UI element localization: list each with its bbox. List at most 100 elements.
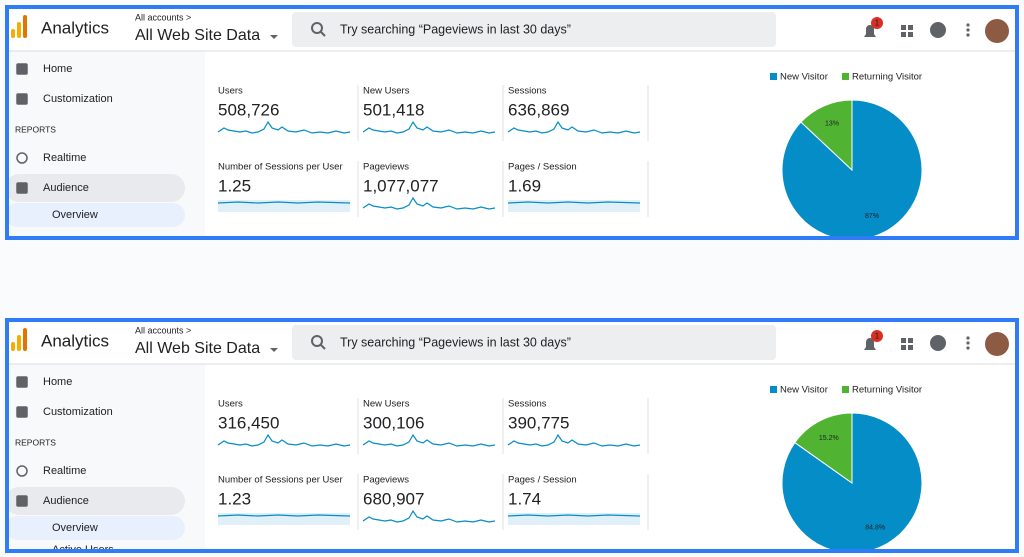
search-icon bbox=[320, 344, 326, 350]
apps-icon[interactable] bbox=[901, 25, 906, 30]
help-icon[interactable] bbox=[930, 22, 946, 38]
bell-icon[interactable] bbox=[864, 25, 876, 37]
logo-bar bbox=[23, 328, 27, 351]
nav-item[interactable]: Audience bbox=[43, 182, 89, 194]
metric-label: Users bbox=[218, 399, 243, 410]
search-placeholder: Try searching “Pageviews in last 30 days… bbox=[340, 22, 571, 36]
apps-icon[interactable] bbox=[908, 32, 913, 37]
breadcrumb[interactable]: All accounts > bbox=[135, 325, 191, 335]
notification-badge bbox=[871, 330, 883, 342]
legend-label: New Visitor bbox=[780, 72, 828, 83]
nav-item[interactable]: Customization bbox=[43, 93, 113, 105]
more-icon[interactable] bbox=[966, 28, 970, 32]
property-name[interactable]: All Web Site Data bbox=[135, 340, 260, 357]
property-name[interactable]: All Web Site Data bbox=[135, 27, 260, 44]
avatar[interactable] bbox=[985, 19, 1009, 43]
nav-icon bbox=[16, 93, 28, 105]
pie-label: 84.8% bbox=[865, 525, 885, 532]
nav-item[interactable]: Overview bbox=[52, 209, 98, 221]
more-icon[interactable] bbox=[966, 33, 970, 37]
metric-label: Pages / Session bbox=[508, 475, 577, 486]
search-box[interactable] bbox=[292, 325, 776, 360]
nav-icon bbox=[16, 406, 28, 418]
sparkline bbox=[507, 120, 641, 134]
metric-label: New Users bbox=[363, 86, 410, 97]
pie-label: 15.2% bbox=[819, 435, 839, 442]
nav-section: REPORTS bbox=[15, 124, 56, 134]
logo-bar bbox=[11, 342, 15, 351]
nav-item[interactable]: Home bbox=[43, 63, 72, 75]
logo-bar bbox=[17, 22, 21, 38]
sparkline bbox=[217, 201, 351, 204]
metric-value: 501,418 bbox=[363, 100, 424, 119]
apps-icon[interactable] bbox=[901, 345, 906, 350]
sparkline bbox=[217, 514, 351, 517]
metric-value: 1.23 bbox=[218, 489, 251, 508]
apps-icon[interactable] bbox=[901, 338, 906, 343]
nav-item[interactable]: Realtime bbox=[43, 465, 86, 477]
nav-item[interactable]: Home bbox=[43, 376, 72, 388]
metric-label: Sessions bbox=[508, 86, 547, 97]
sparkline bbox=[362, 509, 496, 523]
nav-item[interactable]: Audience bbox=[43, 495, 89, 507]
apps-icon[interactable] bbox=[908, 25, 913, 30]
nav-icon bbox=[16, 465, 28, 477]
metric-value: 316,450 bbox=[218, 413, 279, 432]
search-placeholder: Try searching “Pageviews in last 30 days… bbox=[340, 335, 571, 349]
notification-count: 1 bbox=[875, 332, 880, 341]
metric-label: New Users bbox=[363, 399, 410, 410]
more-icon[interactable] bbox=[966, 336, 970, 340]
legend-swatch bbox=[770, 73, 777, 80]
metric-label: Pageviews bbox=[363, 475, 409, 486]
metric-label: Pages / Session bbox=[508, 162, 577, 173]
search-icon bbox=[320, 31, 326, 37]
more-icon[interactable] bbox=[966, 23, 970, 27]
legend-label: Returning Visitor bbox=[852, 72, 922, 83]
app-name: Analytics bbox=[41, 331, 109, 350]
nav-item[interactable]: Active Users bbox=[52, 544, 114, 553]
dropdown-arrow bbox=[270, 35, 278, 39]
nav-icon bbox=[16, 495, 28, 507]
nav-item[interactable]: Realtime bbox=[43, 152, 86, 164]
avatar[interactable] bbox=[985, 332, 1009, 356]
nav-icon bbox=[16, 376, 28, 388]
pie-slice bbox=[800, 99, 853, 172]
help-icon[interactable] bbox=[930, 335, 946, 351]
notification-count: 1 bbox=[875, 19, 880, 28]
panel-border bbox=[5, 5, 1019, 240]
pie-label: 87% bbox=[865, 213, 879, 220]
more-icon[interactable] bbox=[966, 346, 970, 350]
nav-icon bbox=[16, 182, 28, 194]
metric-value: 390,775 bbox=[508, 413, 569, 432]
search-box[interactable] bbox=[292, 12, 776, 47]
legend-swatch bbox=[770, 386, 777, 393]
search-icon bbox=[311, 22, 323, 34]
breadcrumb[interactable]: All accounts > bbox=[135, 12, 191, 22]
legend-label: Returning Visitor bbox=[852, 385, 922, 396]
search-icon bbox=[311, 335, 323, 347]
legend-swatch bbox=[842, 386, 849, 393]
nav-item[interactable]: Overview bbox=[52, 522, 98, 534]
nav-active-bg bbox=[5, 487, 185, 515]
apps-icon[interactable] bbox=[908, 338, 913, 343]
sparkline bbox=[362, 120, 496, 134]
nav-section: REPORTS bbox=[15, 437, 56, 447]
more-icon[interactable] bbox=[966, 341, 970, 345]
metric-label: Users bbox=[218, 86, 243, 97]
apps-icon[interactable] bbox=[901, 32, 906, 37]
metric-value: 508,726 bbox=[218, 100, 279, 119]
logo-bar bbox=[11, 29, 15, 38]
apps-icon[interactable] bbox=[908, 345, 913, 350]
metric-value: 1.69 bbox=[508, 176, 541, 195]
nav-item[interactable]: Customization bbox=[43, 406, 113, 418]
ga-panel: Analytics All accounts > All Web Site Data… bbox=[5, 318, 1019, 553]
nav-icon bbox=[16, 152, 28, 164]
nav-selected-bg bbox=[5, 516, 185, 540]
pie-label: 13% bbox=[825, 121, 839, 128]
metric-value: 1,077,077 bbox=[363, 176, 439, 195]
nav-icon bbox=[16, 63, 28, 75]
sparkline bbox=[362, 433, 496, 447]
bell-icon[interactable] bbox=[864, 338, 876, 350]
logo-bar bbox=[23, 15, 27, 38]
metric-value: 1.74 bbox=[508, 489, 541, 508]
